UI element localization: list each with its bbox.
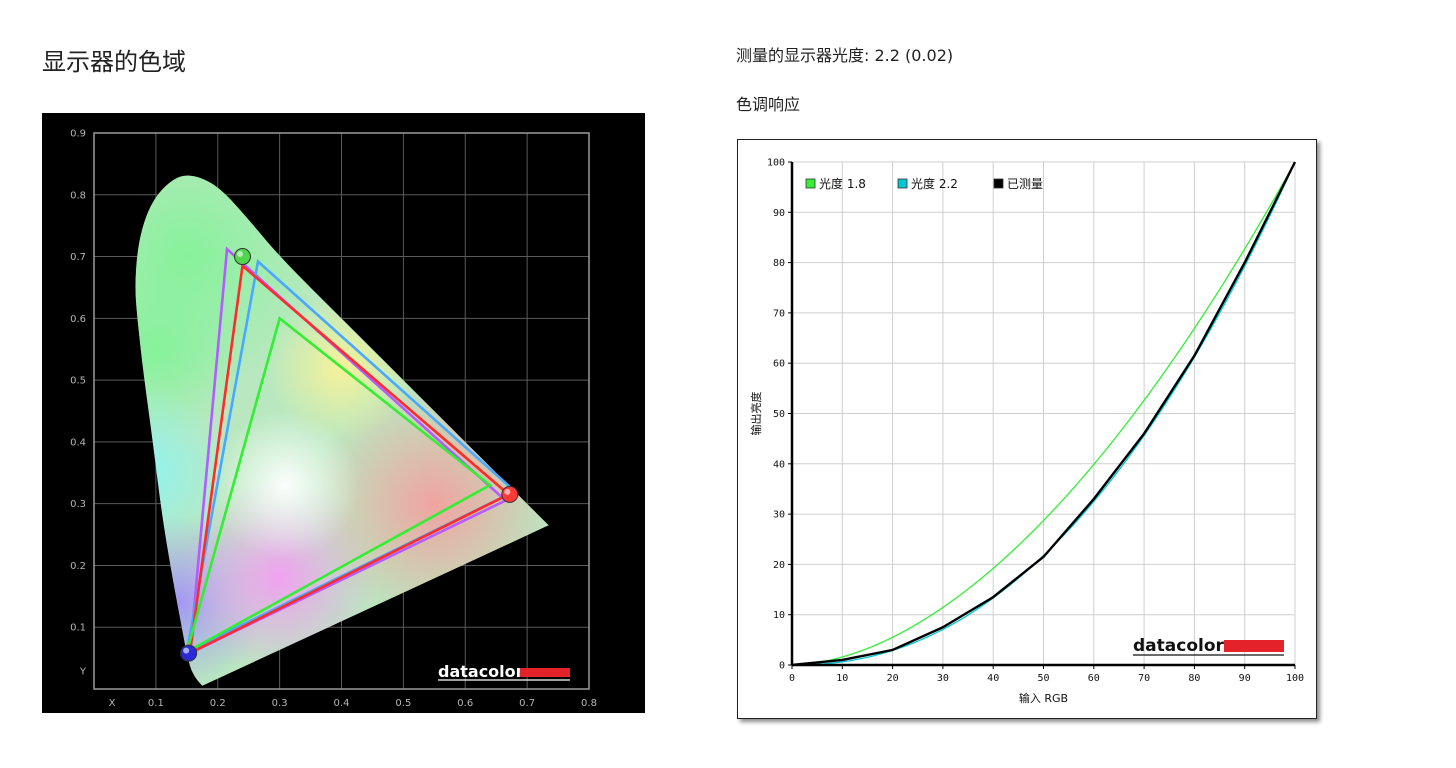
gamut-triangle: [188, 246, 508, 656]
tone-chart: 0 10 20 30 40 50 60 70 80 90 100 0 10 20 30 40 50 60 70 80 9…: [737, 139, 1317, 719]
primary-marker: [501, 485, 519, 503]
x-tick-label: 100: [1286, 673, 1304, 684]
x-tick-label: 0.7: [519, 698, 535, 709]
legend-swatch: [897, 178, 908, 189]
x-tick-label: 0.3: [272, 698, 288, 709]
marker-highlight: [237, 251, 243, 258]
left-title: 显示器的色域: [42, 48, 186, 76]
y-axis-label: 输出亮度: [749, 392, 763, 436]
y-tick-label: 40: [773, 459, 785, 470]
x-tick-label: 0.2: [210, 698, 226, 709]
y-tick-label: 0.1: [70, 623, 86, 634]
y-tick-label: 0.4: [70, 437, 86, 448]
plot-frame: [93, 132, 590, 690]
x-tick-label: X: [109, 698, 116, 709]
x-tick-label: 0: [789, 673, 795, 684]
gamut-triangle: [184, 316, 493, 655]
y-tick-label: 50: [773, 409, 785, 420]
legend-label: 已测量: [1007, 177, 1043, 191]
x-axis-label: 输入 RGB: [1019, 691, 1068, 705]
x-tick-label: 70: [1138, 673, 1150, 684]
datacolor-logo: datacolor: [438, 662, 524, 681]
legend-swatch: [805, 178, 816, 189]
x-tick-label: 90: [1239, 673, 1251, 684]
x-tick-label: 0.4: [334, 698, 350, 709]
primary-marker: [180, 644, 198, 662]
x-tick-label: 60: [1088, 673, 1100, 684]
x-tick-label: 30: [937, 673, 949, 684]
tone-response-title: 色调响应: [736, 95, 801, 114]
legend-label: 光度 2.2: [911, 176, 958, 191]
x-tick-label: 0.1: [148, 698, 164, 709]
logo-bar: [520, 668, 570, 677]
y-tick-label: 20: [773, 560, 785, 571]
legend-label: 光度 1.8: [819, 176, 866, 191]
y-tick-label: 0.5: [70, 376, 86, 387]
x-tick-label: 0.5: [395, 698, 411, 709]
y-tick-label: 100: [767, 158, 785, 169]
measured-gamma-text: 测量的显示器光度: 2.2 (0.02): [736, 46, 954, 65]
marker-highlight: [183, 647, 190, 654]
y-tick-label: 10: [773, 610, 785, 621]
primary-marker: [234, 248, 251, 266]
x-tick-label: 50: [1037, 673, 1049, 684]
y-tick-label: 0.2: [70, 561, 86, 572]
gamut-chart: X 0.1 0.2 0.3 0.4 0.5 0.6 0.7 0.8 Y 0.1 0.2 0.3 0.4 0.…: [42, 113, 645, 713]
x-tick-label: 20: [887, 673, 899, 684]
x-tick-label: 0.8: [581, 698, 597, 709]
y-tick-label: 30: [773, 510, 785, 521]
y-tick-label: 0.6: [70, 314, 86, 325]
color-region: [211, 410, 361, 560]
y-tick-label: 0.3: [70, 499, 86, 510]
y-tick-label: 0: [779, 661, 785, 672]
legend-swatch: [993, 178, 1004, 189]
x-tick-label: 10: [836, 673, 848, 684]
x-tick-label: 40: [987, 673, 999, 684]
x-tick-label: 80: [1188, 673, 1200, 684]
tone-series-line: [791, 161, 1296, 666]
y-tick-label: 80: [773, 258, 785, 269]
y-tick-label: 90: [773, 208, 785, 219]
datacolor-logo: datacolor: [1133, 636, 1225, 656]
y-tick-label: 0.7: [70, 252, 86, 263]
y-tick-label: 60: [773, 359, 785, 370]
tone-series-line: [791, 161, 1297, 667]
y-tick-label: 0.8: [70, 190, 86, 201]
color-region: [135, 256, 249, 443]
logo-bar: [1224, 640, 1284, 652]
y-tick-label: 70: [773, 308, 785, 319]
gamut-triangle: [188, 263, 511, 656]
y-tick-label: 0.9: [70, 129, 86, 140]
y-tick-label: Y: [79, 667, 87, 678]
x-tick-label: 0.6: [457, 698, 473, 709]
marker-highlight: [504, 488, 511, 495]
